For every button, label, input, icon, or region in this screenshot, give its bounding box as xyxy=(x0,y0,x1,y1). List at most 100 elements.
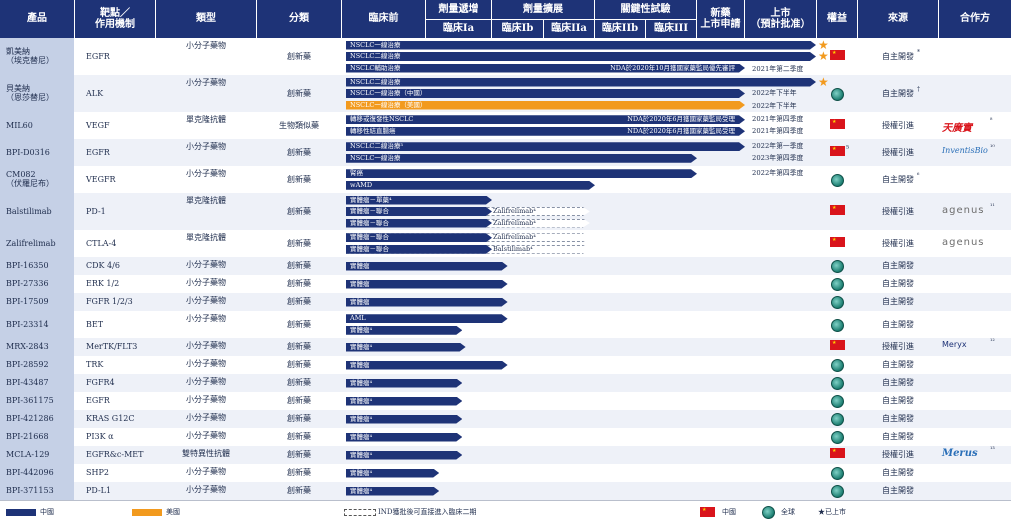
pipeline-bar: 實體瘤⁴ xyxy=(346,326,462,335)
header-phase-2a: 臨床IIa xyxy=(544,20,594,38)
bar-label: 實體瘤⁴ xyxy=(350,342,373,351)
product-name: BPI-17509 xyxy=(6,297,49,306)
header-dose-escalation: 劑量遞增 xyxy=(426,0,491,19)
pipeline-bar: wAMD xyxy=(346,181,595,190)
drug-type: 小分子藥物 xyxy=(186,296,226,305)
table-row xyxy=(0,482,1011,500)
product-cell xyxy=(0,428,74,446)
product-cell xyxy=(0,374,74,392)
globe-icon xyxy=(831,485,844,498)
target-name: EGFR xyxy=(86,396,110,405)
drug-type: 小分子藥物 xyxy=(186,431,226,440)
globe-icon xyxy=(831,296,844,309)
product-name: Zalifrelimab xyxy=(6,238,56,248)
source-label: 授權引進 xyxy=(882,147,914,157)
drug-type: 小分子藥物 xyxy=(186,314,226,323)
pipeline-bar: 實體瘤－聯合 xyxy=(346,207,492,216)
partner-footnote: ¹³ xyxy=(990,446,995,453)
header-source: 來源 xyxy=(858,0,938,38)
bar-label: AML xyxy=(350,314,366,323)
product-cell xyxy=(0,193,74,230)
product-name: BPI-27336 xyxy=(6,279,49,288)
product-name: BPI-371153 xyxy=(6,486,54,495)
product-cell xyxy=(0,38,74,75)
pipeline-bar: 轉移性結直腸癌 NDA於2020年6月獲國家藥監局受理 xyxy=(346,127,745,136)
partner-footnote: ¹⁰ xyxy=(990,143,995,151)
table-row xyxy=(0,410,1011,428)
drug-type: 小分子藥物 xyxy=(186,341,226,350)
pipeline-bar: 實體瘤⁴ xyxy=(346,469,439,478)
bar-label: 轉移性結直腸癌 xyxy=(350,126,396,135)
bar-label: wAMD xyxy=(350,180,373,189)
approval-timeline: 2022年下半年 xyxy=(752,101,797,110)
drug-category: 創新藥 xyxy=(287,279,311,288)
drug-type: 單克隆抗體 xyxy=(186,115,226,124)
drug-type: 雙特異性抗體 xyxy=(182,449,230,458)
pipeline-bar: 實體瘤－聯合 xyxy=(346,245,492,254)
pipeline-bar: NSCLC一線治療 xyxy=(346,41,816,50)
pipeline-bar: 轉移或復發性NSCLC NDA於2020年6月獲國家藥監局受理 xyxy=(346,115,745,124)
launched-star-icon: ★ xyxy=(818,74,829,89)
pipeline-bar: 實體瘤－聯合 xyxy=(346,233,492,242)
target-name: KRAS G12C xyxy=(86,414,135,423)
target-name: ALK xyxy=(86,88,104,98)
source-label: 自主開發 xyxy=(882,468,914,477)
approval-timeline: 2022年第四季度 xyxy=(752,169,804,178)
partner-logo: 天廣實 xyxy=(942,122,972,134)
target-name: FGFR4 xyxy=(86,378,115,387)
pipeline-bar: 實體瘤⁴ xyxy=(346,433,462,442)
drug-category: 創新藥 xyxy=(287,486,311,495)
product-name: MRX-2843 xyxy=(6,342,49,351)
product-name: BPI-23314 xyxy=(6,319,49,329)
bar-combination-label: Zalifrelimab⁴ xyxy=(493,233,536,242)
china-flag-icon: ★ xyxy=(830,118,845,129)
drug-category: 創新藥 xyxy=(287,378,311,387)
pipeline-bar: 實體瘤－聯合 xyxy=(346,219,492,228)
source-label: 授權引進 xyxy=(882,450,914,459)
drug-category: 創新藥 xyxy=(287,174,311,184)
drug-category: 創新藥 xyxy=(287,297,311,306)
source-footnote: ⁶ xyxy=(917,171,920,179)
header-category: 分類 xyxy=(257,0,341,38)
china-flag-icon: ★ xyxy=(830,448,845,458)
header-partner: 合作方 xyxy=(939,0,1011,38)
table-row xyxy=(0,428,1011,446)
table-row xyxy=(0,446,1011,464)
legend: 中國 美國 IND獲批後可直接進入臨床二期 ★ 中國 全球 ★已上市 xyxy=(0,500,1011,527)
approval-timeline: 2023年第四季度 xyxy=(752,153,804,162)
product-name: CM082 （伏羅尼布） xyxy=(6,169,54,189)
product-name: BPI-442096 xyxy=(6,468,54,477)
bar-label: NSCLC一線治療 xyxy=(350,40,401,49)
bar-note: NDA於2020年6月獲國家藥監局受理 xyxy=(627,126,735,135)
approval-timeline: 2021年第四季度 xyxy=(752,115,804,124)
target-name: EGFR&c-MET xyxy=(86,450,144,459)
target-name: TRK xyxy=(86,360,104,369)
bar-label: 轉移或復發性NSCLC xyxy=(350,115,414,124)
legend-ind-swatch xyxy=(344,509,376,516)
source-label: 授權引進 xyxy=(882,206,914,216)
globe-icon xyxy=(831,318,844,332)
product-cell xyxy=(0,338,74,356)
product-cell xyxy=(0,446,74,464)
launched-star-icon: ★ xyxy=(818,37,829,52)
pipeline-bar: NSCLC二線治療 xyxy=(346,52,816,61)
pipeline-bar: NSCLC二線治療 xyxy=(346,78,816,87)
drug-category: 創新藥 xyxy=(287,468,311,477)
approval-timeline: 2021年第二季度 xyxy=(752,64,804,73)
pipeline-bar: 腎癌 xyxy=(346,169,697,178)
drug-type: 小分子藥物 xyxy=(186,142,226,151)
drug-type: 小分子藥物 xyxy=(186,467,226,476)
product-name: MCLA-129 xyxy=(6,450,50,459)
source-label: 授權引進 xyxy=(882,342,914,351)
header-nda: 新藥 上市申請 xyxy=(697,0,744,38)
bar-combination-label: Balstilimab⁴ xyxy=(493,244,533,253)
bar-label: NSCLC二線治療³ xyxy=(350,142,404,151)
bar-label: 實體瘤 xyxy=(350,297,370,306)
product-name: MIL60 xyxy=(6,120,33,130)
pipeline-bar: 實體瘤 xyxy=(346,262,508,271)
pipeline-bar: 實體瘤 xyxy=(346,298,508,307)
product-cell xyxy=(0,311,74,338)
source-label: 自主開發 xyxy=(882,88,914,98)
bar-label: 實體瘤⁴ xyxy=(350,396,373,405)
